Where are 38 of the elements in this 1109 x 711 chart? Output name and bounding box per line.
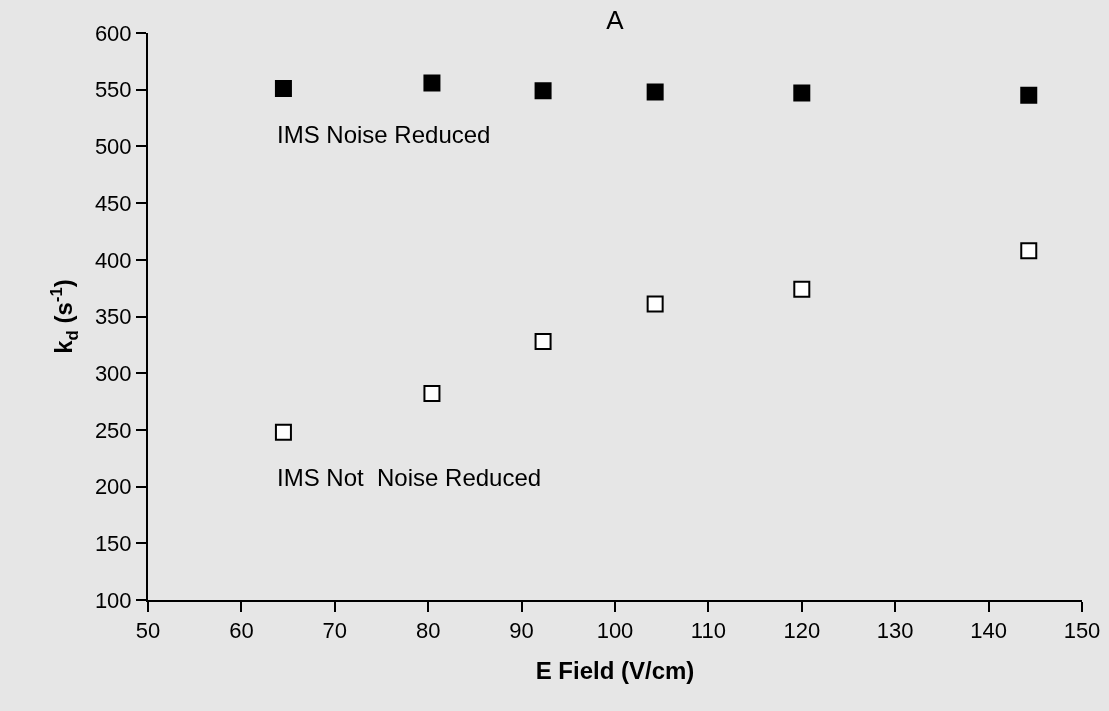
point — [1020, 242, 1038, 260]
point — [423, 74, 441, 92]
y-tick-label: 600 — [94, 20, 132, 46]
x-tick-label: 120 — [783, 618, 821, 644]
y-tick-label: 300 — [94, 360, 132, 386]
x-tick-label: 130 — [876, 618, 914, 644]
y-tick-label: 350 — [94, 304, 132, 330]
point — [423, 385, 441, 403]
series-label: IMS Noise Reduced — [277, 121, 491, 148]
chart-title: A — [606, 4, 625, 35]
point — [274, 423, 292, 441]
x-axis-title: E Field (V/cm) — [535, 657, 695, 685]
x-tick-label: 140 — [970, 618, 1007, 644]
x-tick-label: 50 — [135, 618, 161, 644]
point — [1020, 86, 1038, 104]
x-tick-label: 100 — [596, 618, 634, 644]
point — [793, 280, 811, 298]
y-tick-label: 550 — [94, 77, 132, 103]
x-tick-label: 90 — [509, 618, 534, 644]
y-tick-label: 200 — [94, 474, 132, 500]
y-tick-label: 150 — [94, 531, 132, 556]
series-label: IMS Not Noise Reduced — [277, 464, 542, 491]
y-tick-label: 250 — [94, 417, 132, 443]
y-tick-label: 400 — [94, 247, 132, 273]
point — [534, 82, 552, 100]
point — [274, 80, 292, 98]
x-tick-label: 110 — [690, 618, 726, 644]
point — [534, 332, 552, 350]
x-tick-label: 80 — [415, 618, 441, 644]
point — [793, 84, 811, 102]
point — [646, 83, 664, 101]
y-tick-label: 100 — [94, 587, 132, 613]
x-tick-label: 60 — [229, 618, 254, 644]
y-tick-label: 450 — [94, 190, 132, 216]
x-tick-label: 150 — [1063, 618, 1101, 644]
y-tick-label: 500 — [94, 134, 132, 160]
point — [646, 295, 664, 313]
x-tick-label: 70 — [322, 618, 348, 644]
